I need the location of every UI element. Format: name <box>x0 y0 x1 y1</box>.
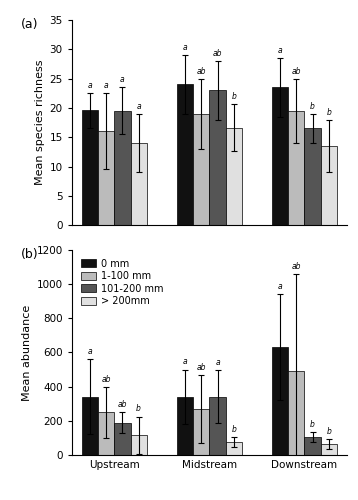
Bar <box>131 436 147 455</box>
Text: (a): (a) <box>21 18 38 31</box>
Text: b: b <box>231 425 236 434</box>
Text: ab: ab <box>102 374 111 384</box>
Text: a: a <box>183 43 188 52</box>
Bar <box>321 444 337 455</box>
Text: ab: ab <box>292 262 301 270</box>
Bar <box>82 397 98 455</box>
Text: a: a <box>136 102 141 110</box>
Bar <box>177 397 193 455</box>
Text: b: b <box>310 102 315 110</box>
Text: a: a <box>104 81 108 90</box>
Text: b: b <box>326 108 331 116</box>
Bar <box>209 90 226 225</box>
Text: ab: ab <box>197 66 206 76</box>
Bar <box>114 111 131 225</box>
Text: b: b <box>326 426 331 436</box>
Text: ab: ab <box>292 66 301 76</box>
Bar <box>98 132 114 225</box>
Text: b: b <box>231 92 236 102</box>
Bar <box>226 442 242 455</box>
Text: (b): (b) <box>21 248 38 261</box>
Text: a: a <box>278 282 282 291</box>
Bar <box>288 371 305 455</box>
Text: a: a <box>278 46 282 55</box>
Bar <box>288 111 305 225</box>
Bar <box>272 348 288 455</box>
Text: ab: ab <box>213 49 222 58</box>
Bar <box>272 88 288 225</box>
Y-axis label: Mean abundance: Mean abundance <box>22 304 32 400</box>
Text: a: a <box>183 358 188 366</box>
Bar <box>193 114 209 225</box>
Text: a: a <box>88 80 92 90</box>
Bar <box>98 412 114 455</box>
Bar <box>321 146 337 225</box>
Bar <box>226 128 242 225</box>
Text: a: a <box>88 347 92 356</box>
Bar <box>305 437 321 455</box>
Text: ab: ab <box>197 362 206 372</box>
Text: ab: ab <box>118 400 127 409</box>
Bar <box>114 422 131 455</box>
Bar <box>305 128 321 225</box>
Text: b: b <box>310 420 315 429</box>
Text: a: a <box>215 358 220 368</box>
Bar <box>177 84 193 225</box>
Bar <box>131 143 147 225</box>
Legend: 0 mm, 1-100 mm, 101-200 mm, > 200mm: 0 mm, 1-100 mm, 101-200 mm, > 200mm <box>79 256 165 308</box>
Bar <box>82 110 98 225</box>
Y-axis label: Mean species richness: Mean species richness <box>35 60 45 186</box>
Bar <box>209 397 226 455</box>
Text: a: a <box>120 76 125 84</box>
Text: b: b <box>136 404 141 413</box>
Bar <box>193 409 209 455</box>
